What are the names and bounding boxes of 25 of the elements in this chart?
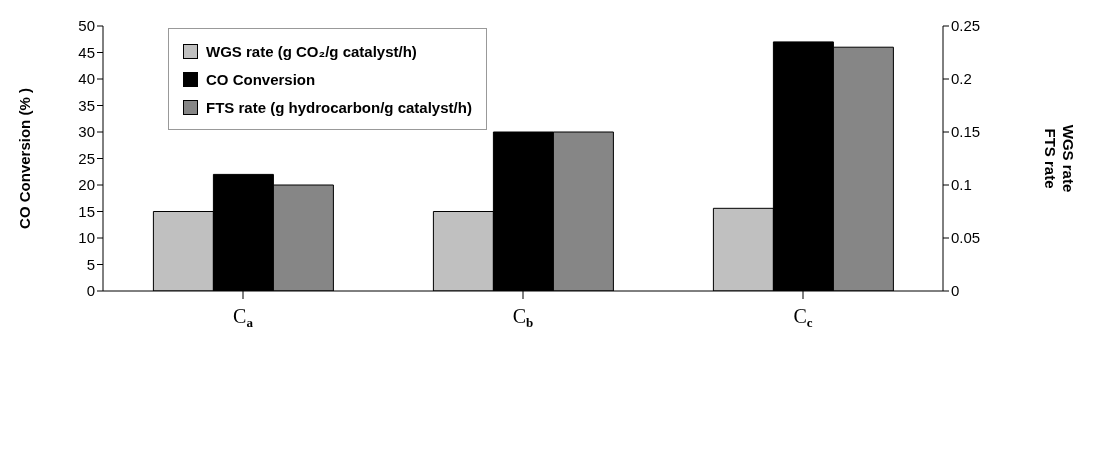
y-tick-label: 45 [78, 43, 95, 61]
x-tick-label: C$_{b}$ [512, 305, 534, 330]
x-tick-label: C$_{c}$ [793, 305, 813, 330]
y2-tick-label: 0.15 [951, 123, 981, 141]
y-tick-label: 10 [78, 229, 95, 247]
y2-tick-label: 0.2 [951, 70, 972, 88]
y-tick-label: 20 [78, 176, 95, 194]
legend-label: WGS rate (g CO₂/g catalyst/h) [206, 42, 417, 60]
y-tick-label: 40 [78, 70, 95, 88]
y-tick-label: 0 [86, 282, 95, 300]
y2-axis-title: WGS rate FTS rate [1042, 124, 1077, 193]
y2-tick-label: 0.25 [951, 17, 981, 35]
legend-label: FTS rate (g hydrocarbon/g catalyst/h) [206, 98, 472, 116]
y-axis-title: CO Conversion (% ) [16, 88, 33, 229]
y-tick-label: 15 [78, 202, 95, 220]
y-tick-label: 5 [86, 255, 95, 273]
y-tick-label: 25 [78, 149, 95, 167]
x-tick-label: C$_{a}$ [233, 305, 254, 330]
y-tick-label: 30 [78, 123, 95, 141]
y2-tick-label: 0.1 [951, 176, 972, 194]
y2-tick-label: 0 [951, 282, 960, 300]
y2-tick-label: 0.05 [951, 229, 981, 247]
y-tick-label: 35 [78, 96, 95, 114]
y-tick-label: 50 [78, 17, 95, 35]
legend-label: CO Conversion [206, 70, 316, 88]
